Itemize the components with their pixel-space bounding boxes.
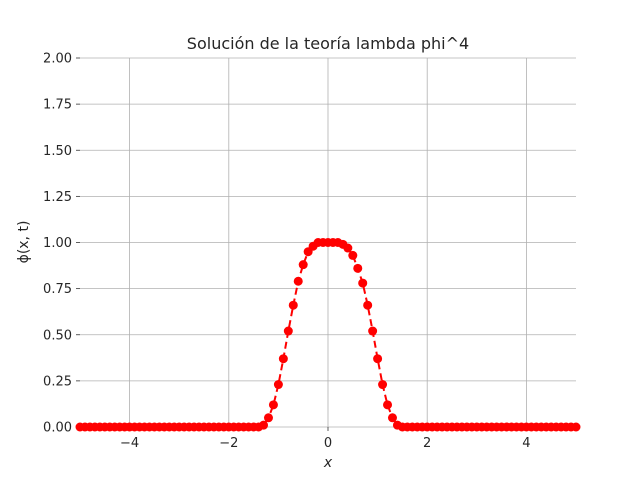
y-axis-ticks: 0.00 0.25 0.50 0.75 1.00 1.25 1.50 1.75 2.00 bbox=[43, 52, 80, 436]
x-tick-label: 0 bbox=[324, 436, 332, 451]
data-point bbox=[293, 276, 303, 286]
y-tick-label: 1.00 bbox=[43, 236, 72, 251]
y-tick-label: 2.00 bbox=[43, 52, 72, 67]
series-group bbox=[75, 238, 581, 432]
y-tick-label: 0.25 bbox=[43, 374, 72, 389]
data-point bbox=[278, 354, 288, 364]
x-axis-ticks: −4 −2 0 2 4 bbox=[120, 427, 531, 451]
data-point bbox=[383, 400, 393, 410]
y-tick-label: 1.50 bbox=[43, 144, 72, 159]
y-axis-title: ϕ(x, t) bbox=[16, 221, 32, 264]
x-tick-label: −2 bbox=[219, 436, 238, 451]
y-tick-label: 0.00 bbox=[43, 421, 72, 436]
y-tick-label: 1.75 bbox=[43, 98, 72, 113]
data-point bbox=[363, 300, 373, 310]
data-point bbox=[268, 400, 278, 410]
x-tick-label: −4 bbox=[120, 436, 139, 451]
data-point bbox=[343, 243, 353, 253]
data-point bbox=[353, 263, 363, 273]
y-tick-label: 1.25 bbox=[43, 190, 72, 205]
data-point bbox=[571, 422, 581, 432]
x-tick-label: 2 bbox=[423, 436, 431, 451]
data-point bbox=[288, 300, 298, 310]
grid bbox=[80, 57, 576, 428]
data-point bbox=[358, 278, 368, 288]
data-point bbox=[378, 380, 388, 390]
data-point bbox=[373, 354, 383, 364]
x-axis-title: x bbox=[323, 455, 333, 471]
y-tick-label: 0.75 bbox=[43, 282, 72, 297]
data-point bbox=[259, 420, 269, 430]
chart-title: Solución de la teoría lambda phi^4 bbox=[187, 34, 469, 53]
x-tick-label: 4 bbox=[522, 436, 530, 451]
data-point bbox=[263, 413, 273, 423]
data-point bbox=[368, 326, 378, 336]
data-point bbox=[387, 413, 397, 423]
data-point bbox=[298, 260, 308, 270]
data-point bbox=[283, 326, 293, 336]
data-point bbox=[348, 250, 358, 260]
data-point bbox=[273, 380, 283, 390]
y-tick-label: 0.50 bbox=[43, 328, 72, 343]
